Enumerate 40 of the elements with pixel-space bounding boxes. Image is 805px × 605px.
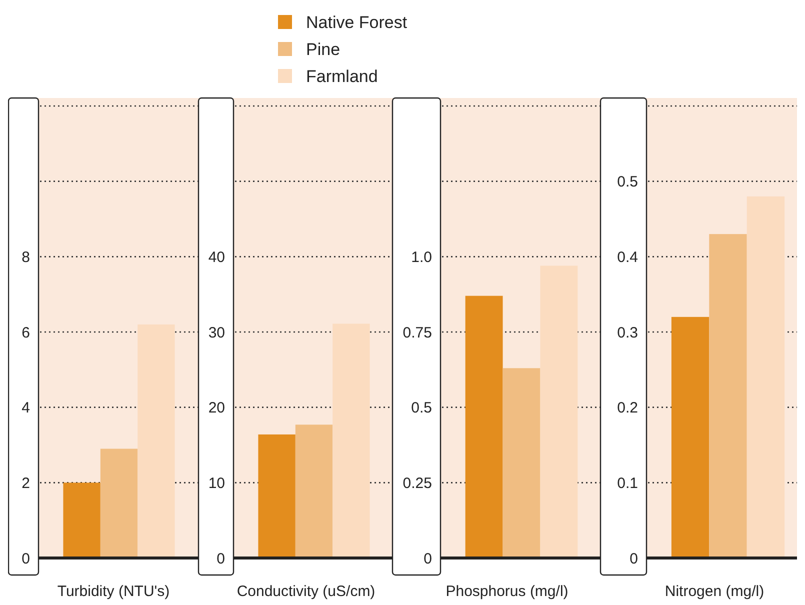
y-tick-label: 0 [22,550,30,568]
y-tick-label: 0.5 [617,174,638,191]
bar [540,266,578,558]
y-tick-label: 10 [208,474,225,492]
y-tick-label: 1.0 [411,248,432,266]
bar [709,234,747,558]
x-axis-title: Nitrogen (mg/l) [664,583,764,600]
bar [502,368,540,558]
y-tick-label: 0.25 [402,474,432,492]
y-tick-label: 0.4 [617,248,638,266]
legend-label: Farmland [306,66,378,86]
x-axis-title: Phosphorus (mg/l) [446,583,568,600]
bar [295,424,333,558]
bar [671,316,710,558]
y-tick-label: 40 [208,248,225,266]
x-axis-title: Turbidity (NTU's) [57,583,170,600]
y-tick-label: 0 [424,550,432,568]
legend-label: Native Forest [306,12,408,32]
y-tick-label: 30 [208,324,225,342]
bar [138,324,175,558]
y-tick-label: 0.1 [617,474,638,492]
x-axis-title: Conductivity (uS/cm) [236,583,376,600]
y-tick-label: 6 [22,324,30,342]
bar [258,434,296,558]
bar [100,448,138,558]
bar [63,482,100,558]
bar [746,196,785,558]
y-tick-label: 0 [630,550,638,568]
y-tick-label: 0.2 [617,400,638,417]
bar [332,324,370,558]
bar [465,296,503,558]
y-tick-label: 0.3 [617,324,638,342]
legend-label: Pine [306,40,340,59]
y-tick-label: 2 [22,474,30,492]
y-tick-label: 0.5 [411,400,432,417]
y-tick-label: 8 [22,248,30,266]
y-tick-label: 4 [22,400,30,417]
y-tick-label: 20 [208,400,225,417]
y-tick-label: 0.75 [402,324,432,342]
y-tick-label: 0 [216,550,225,568]
